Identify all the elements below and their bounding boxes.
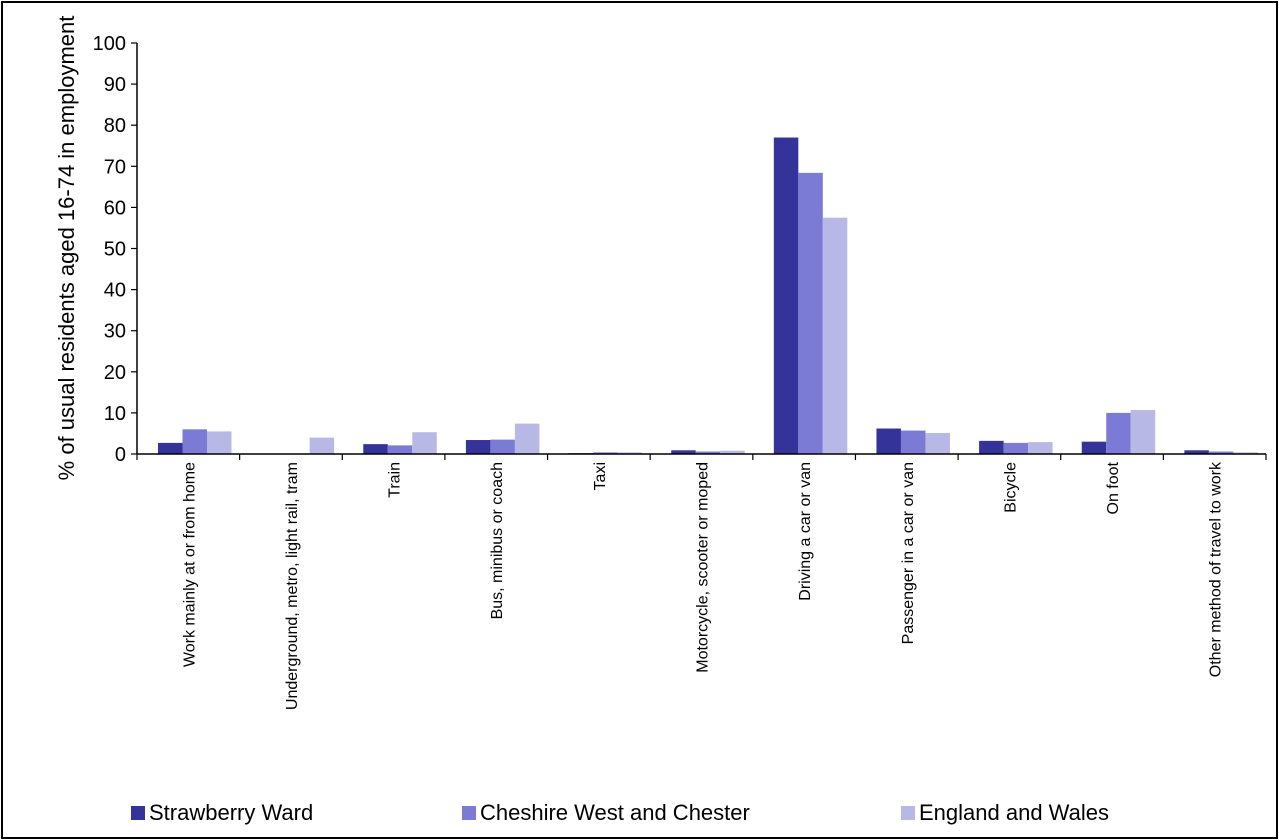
y-tick-label: 40 <box>104 280 126 302</box>
bar-3-1 <box>207 431 232 454</box>
bar-1-1 <box>158 442 183 454</box>
bar-2-1 <box>182 429 207 454</box>
bar-2-11 <box>1208 451 1234 454</box>
category-label: Driving a car or van <box>797 462 814 601</box>
bar-2-4 <box>490 439 515 454</box>
bar-3-5 <box>617 452 643 454</box>
bar-1-3 <box>363 444 388 454</box>
bar-3-10 <box>1130 410 1156 454</box>
legend-swatch <box>462 806 476 820</box>
bar-3-9 <box>1028 442 1053 454</box>
category-label: Taxi <box>592 462 609 490</box>
category-label: Train <box>387 462 404 498</box>
y-axis-title: % of usual residents aged 16-74 in emplo… <box>54 16 79 481</box>
bar-2-5 <box>593 452 618 454</box>
bar-1-9 <box>979 440 1004 454</box>
bar-2-3 <box>387 445 413 454</box>
bar-2-6 <box>695 451 721 454</box>
bar-1-6 <box>671 450 696 454</box>
y-tick-label: 60 <box>104 197 126 219</box>
y-tick-label: 100 <box>93 33 126 55</box>
category-label: On foot <box>1105 461 1122 514</box>
y-tick-label: 90 <box>104 74 126 96</box>
bar-3-4 <box>514 423 540 454</box>
category-label: Work mainly at or from home <box>181 462 198 667</box>
y-tick-label: 50 <box>104 239 126 261</box>
bar-3-11 <box>1233 452 1258 454</box>
bar-1-4 <box>465 440 491 454</box>
category-label: Underground, metro, light rail, tram <box>284 462 301 710</box>
bar-1-7 <box>773 137 799 454</box>
bar-1-11 <box>1184 450 1209 454</box>
y-tick-label: 0 <box>115 444 126 466</box>
bar-1-10 <box>1081 441 1107 454</box>
category-label: Other method of travel to work <box>1208 461 1225 677</box>
legend-label: England and Wales <box>919 800 1109 825</box>
category-label: Motorcycle, scooter or moped <box>695 462 712 673</box>
bar-1-8 <box>876 428 901 454</box>
legend-swatch <box>131 806 145 820</box>
bar-3-2 <box>309 437 335 454</box>
category-label: Bus, minibus or coach <box>489 462 506 619</box>
legend-swatch <box>901 806 915 820</box>
y-tick-label: 30 <box>104 321 126 343</box>
y-tick-label: 70 <box>104 156 126 178</box>
bar-3-8 <box>925 433 950 454</box>
legend-label: Cheshire West and Chester <box>480 800 750 825</box>
bar-3-3 <box>412 432 437 454</box>
bar-2-10 <box>1106 412 1131 454</box>
y-tick-label: 20 <box>104 362 126 384</box>
legend-label: Strawberry Ward <box>149 800 313 825</box>
category-label: Passenger in a car or van <box>900 462 917 644</box>
bar-2-7 <box>798 172 823 454</box>
bar-3-7 <box>822 217 848 454</box>
bar-2-8 <box>900 430 926 454</box>
category-label: Bicycle <box>1002 462 1019 513</box>
bar-2-9 <box>1003 442 1029 454</box>
bar-3-6 <box>720 450 745 454</box>
y-tick-label: 10 <box>104 403 126 425</box>
y-tick-label: 80 <box>104 115 126 137</box>
